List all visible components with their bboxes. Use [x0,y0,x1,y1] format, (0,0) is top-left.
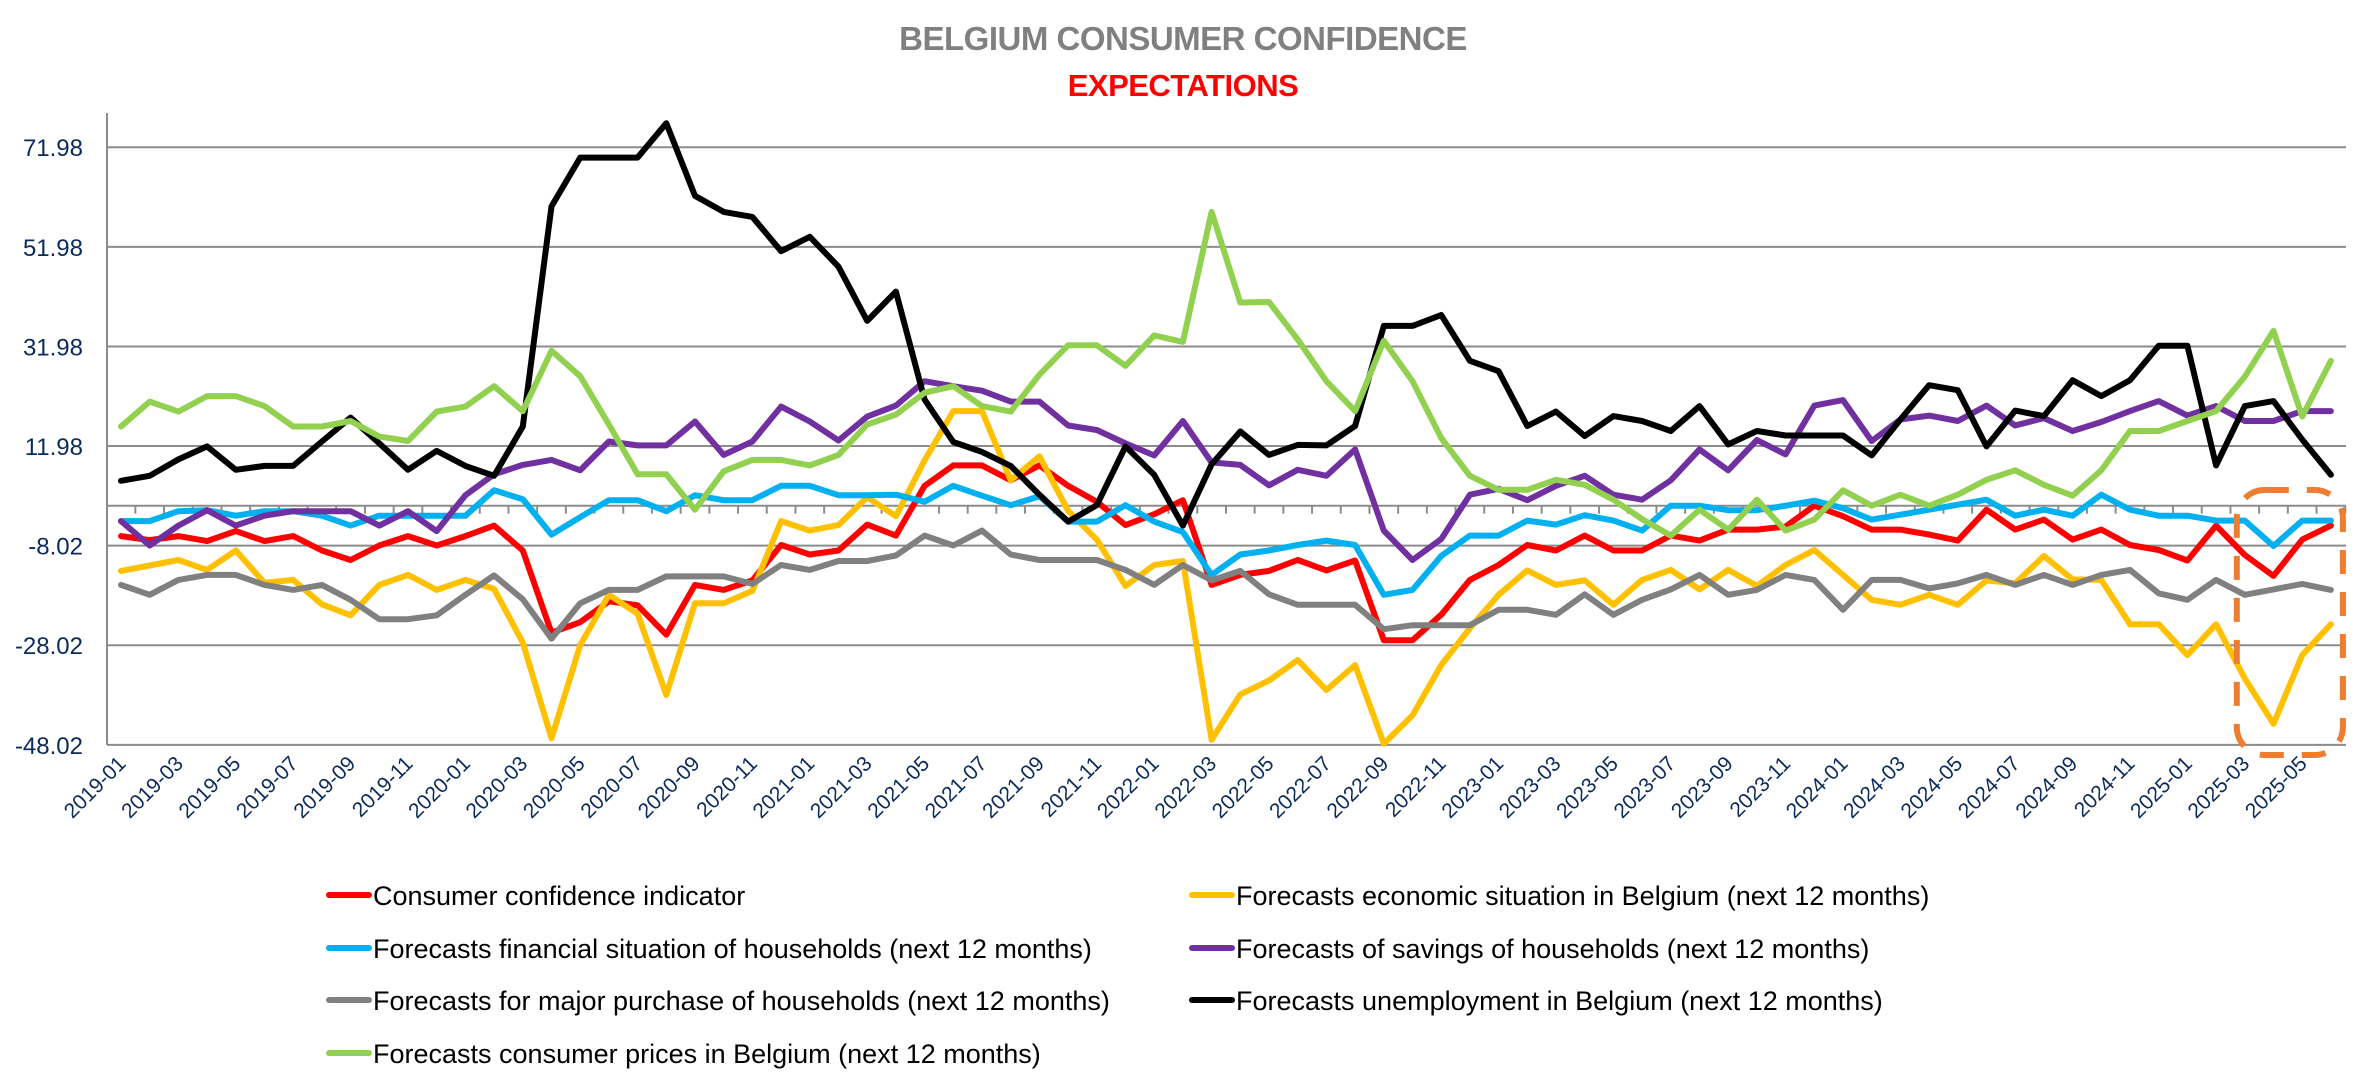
x-tick-label: 2022-11 [1381,752,1451,822]
legend-label: Forecasts economic situation in Belgium … [1236,881,1929,911]
legend-label: Forecasts unemployment in Belgium (next … [1236,986,1883,1016]
y-tick-label: -8.02 [28,534,83,561]
legend-item-5: Forecasts unemployment in Belgium (next … [1189,986,1883,1016]
x-tick-label: 2022-05 [1208,752,1279,823]
y-tick-label: -28.02 [15,633,83,660]
x-tick-label: 2020-01 [404,752,475,823]
x-tick-label: 2019-03 [117,752,188,823]
x-tick-label: 2023-01 [1437,752,1508,823]
x-tick-label: 2022-01 [1093,752,1164,823]
legend-label: Forecasts for major purchase of househol… [373,986,1110,1016]
x-tick-label: 2023-09 [1667,752,1738,823]
legend-item-3: Forecasts of savings of households (next… [1189,934,1869,964]
x-tick-label: 2023-05 [1552,752,1623,823]
x-tick-label: 2020-05 [519,752,590,823]
y-tick-label: 11.98 [25,434,83,461]
series-lines [118,120,2334,747]
x-tick-label: 2021-01 [749,752,820,823]
x-tick-label: 2021-09 [978,752,1049,823]
series-line-4 [118,527,2334,642]
x-tick-label: 2021-05 [863,752,934,823]
x-tick-label: 2022-09 [1323,752,1394,823]
legend: Consumer confidence indicator Forecasts e… [326,881,1929,1069]
x-tick-label: 2022-07 [1265,752,1336,823]
y-tick-label: 71.98 [23,135,83,162]
x-tick-label: 2024-09 [2011,752,2082,823]
x-tick-label: 2020-03 [462,752,533,823]
legend-label: Forecasts of savings of households (next… [1236,934,1869,964]
x-tick-label: 2020-11 [692,752,762,822]
x-tick-label: 2025-05 [2241,752,2312,823]
legend-label: Consumer confidence indicator [373,881,745,911]
y-tick-label: 31.98 [23,334,83,361]
legend-item-0: Consumer confidence indicator [326,881,745,911]
legend-item-4: Forecasts for major purchase of househol… [326,986,1110,1016]
legend-label: Forecasts consumer prices in Belgium (ne… [373,1039,1041,1069]
x-tick-label: 2020-09 [634,752,705,823]
x-tick-label: 2019-05 [175,752,246,823]
series-line-6 [118,208,2334,539]
legend-item-6: Forecasts consumer prices in Belgium (ne… [326,1039,1041,1069]
x-tick-label: 2019-11 [348,752,418,822]
x-tick-label: 2019-09 [289,752,360,823]
x-tick-label: 2024-11 [2070,752,2140,822]
x-tick-label: 2024-03 [1839,752,1910,823]
x-tick-label: 2024-07 [1954,752,2025,823]
legend-item-1: Forecasts economic situation in Belgium … [1189,881,1929,911]
y-tick-label: 51.98 [23,235,83,262]
x-tick-label: 2023-11 [1725,752,1795,822]
x-tick-label: 2024-05 [1897,752,1968,823]
x-axis-tick-labels: 2019-012019-032019-052019-072019-092019-… [60,752,2312,823]
x-tick-label: 2023-07 [1610,752,1681,823]
series-line-1 [118,408,2334,747]
chart-subtitle: EXPECTATIONS [1068,68,1299,103]
x-tick-label: 2021-07 [921,752,992,823]
x-tick-label: 2022-03 [1150,752,1221,823]
x-tick-label: 2019-07 [232,752,303,823]
series-line-5 [118,120,2334,529]
series-line-0 [118,462,2334,644]
x-tick-label: 2020-07 [576,752,647,823]
x-tick-label: 2025-03 [2184,752,2255,823]
chart-title: BELGIUM CONSUMER CONFIDENCE [899,20,1467,57]
x-tick-label: 2019-01 [60,752,131,823]
x-tick-label: 2024-01 [1782,752,1853,823]
gridlines [107,146,2346,746]
y-axis-tick-labels: -48.02 -28.02 -8.02 11.98 31.98 51.98 71.98 [15,135,83,760]
legend-item-2: Forecasts financial situation of househo… [326,934,1092,964]
x-tick-label: 2021-03 [806,752,877,823]
series-line-2 [118,482,2334,598]
x-tick-label: 2025-01 [2126,752,2197,823]
x-tick-label: 2023-03 [1495,752,1566,823]
series-line-3 [118,378,2334,563]
y-tick-label: -48.02 [15,733,83,760]
x-tick-label: 2021-11 [1037,752,1107,822]
legend-label: Forecasts financial situation of househo… [373,934,1092,964]
